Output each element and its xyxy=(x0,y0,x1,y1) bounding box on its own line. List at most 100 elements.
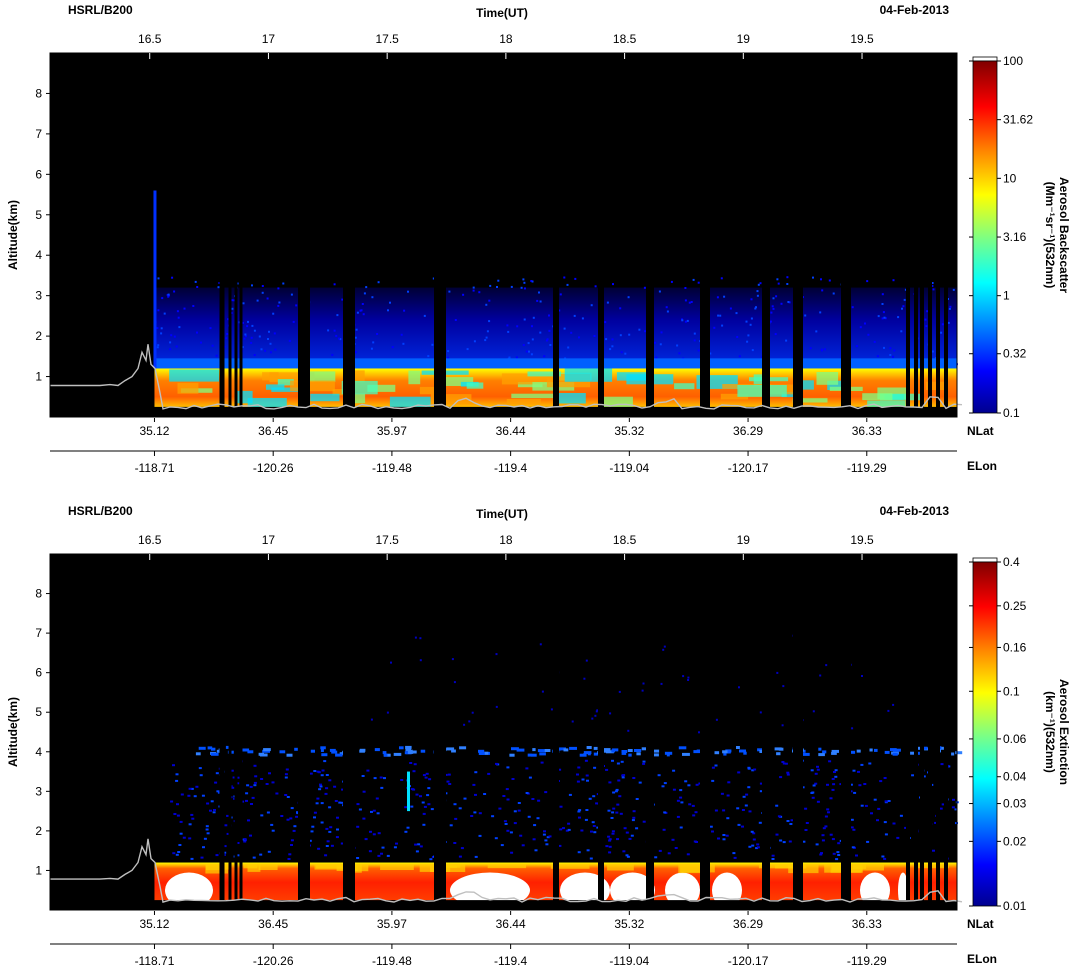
altitude-tick-label: 5 xyxy=(35,705,42,719)
extinction-speckle xyxy=(200,856,204,859)
extinction-speckle xyxy=(836,851,840,854)
extinction-speckle xyxy=(254,775,258,778)
time-tick-label: 18 xyxy=(499,32,513,46)
extinction-speckle xyxy=(592,825,596,827)
backscatter-speckle xyxy=(178,326,181,329)
extinction-speckle xyxy=(313,770,317,772)
extinction-speckle xyxy=(622,774,626,777)
backscatter-speckle xyxy=(676,344,679,347)
extinction-speckle xyxy=(733,856,737,859)
backscatter-speckle xyxy=(173,290,176,293)
backscatter-speckle xyxy=(339,338,342,341)
extinction-speckle xyxy=(779,839,783,842)
extinction-speckle xyxy=(759,782,763,785)
extinction-speckle xyxy=(661,785,665,788)
ground-mask xyxy=(50,406,957,417)
backscatter-speckle xyxy=(736,336,739,338)
extinction-speckle xyxy=(511,778,515,780)
upper-speckle xyxy=(390,661,392,664)
backscatter-speckle xyxy=(659,343,662,346)
data-gap-column xyxy=(906,554,910,910)
extinction-speckle xyxy=(201,794,205,797)
backscatter-speckle xyxy=(530,280,533,282)
altitude-tick-label: 7 xyxy=(35,127,42,141)
backscatter-speckle xyxy=(901,307,903,310)
backscatter-speckle xyxy=(341,298,344,301)
extinction-speckle xyxy=(578,809,582,812)
extinction-speckle xyxy=(711,779,715,782)
backscatter-speckle xyxy=(823,348,826,351)
backscatter-speckle xyxy=(931,282,934,284)
backscatter-speckle xyxy=(218,282,221,284)
elevated-layer-speck xyxy=(714,751,720,755)
layer-patch xyxy=(408,370,421,385)
upper-speckle xyxy=(887,709,890,712)
backscatter-speckle xyxy=(157,309,160,312)
longitude-tick-label: -119.48 xyxy=(372,461,412,475)
extinction-speckle xyxy=(855,854,858,857)
data-gap-column xyxy=(793,53,803,417)
upper-speckle xyxy=(609,712,612,715)
extinction-speckle xyxy=(506,798,510,801)
extinction-speckle xyxy=(205,828,209,831)
extinction-speckle xyxy=(267,850,271,853)
backscatter-speckle xyxy=(261,285,264,287)
extinction-speckle xyxy=(176,814,180,817)
backscatter-speckle xyxy=(510,285,513,288)
upper-speckle xyxy=(660,682,663,685)
layer-patch xyxy=(350,370,365,383)
extinction-speckle xyxy=(726,817,730,820)
elevated-layer-speck xyxy=(778,747,784,751)
extinction-speckle xyxy=(226,814,230,817)
backscatter-speckle xyxy=(864,322,866,325)
backscatter-speckle xyxy=(787,301,790,303)
backscatter-speckle xyxy=(427,355,430,358)
backscatter-speckle xyxy=(527,342,530,345)
data-gap-column xyxy=(598,554,604,910)
extinction-speckle xyxy=(736,807,740,810)
backscatter-speckle xyxy=(876,355,879,358)
elevated-layer-speck xyxy=(621,750,628,753)
extinction-speckle xyxy=(500,844,504,847)
extinction-speckle xyxy=(610,817,614,819)
extinction-speckle xyxy=(827,811,830,814)
extinction-speckle xyxy=(784,762,788,765)
backscatter-speckle xyxy=(448,290,451,293)
data-gap-column xyxy=(944,53,948,417)
extinction-speckle xyxy=(753,768,757,771)
extinction-speckle xyxy=(638,781,642,784)
extinction-speckle xyxy=(487,772,491,775)
layer-patch xyxy=(177,382,199,394)
backscatter-speckle xyxy=(431,343,434,346)
extinction-speckle xyxy=(428,778,432,781)
extinction-speckle xyxy=(404,830,408,833)
extinction-speckle xyxy=(491,815,495,818)
colorbar-tick-label: 0.04 xyxy=(1003,770,1027,784)
extinction-speckle xyxy=(203,837,207,840)
elevated-layer-speck xyxy=(478,749,485,753)
extinction-speckle xyxy=(822,827,826,830)
extinction-speckle xyxy=(544,791,548,794)
backscatter-speckle xyxy=(934,357,937,359)
extinction-speckle xyxy=(453,803,457,806)
elevated-layer-speck xyxy=(725,749,732,753)
elevated-layer-speck xyxy=(693,750,701,754)
latitude-axis-label: NLat xyxy=(967,917,994,931)
elevated-layer-speck xyxy=(262,749,270,753)
extinction-speckle xyxy=(320,821,324,824)
extinction-speckle xyxy=(321,769,325,772)
backscatter-speckle xyxy=(156,327,159,330)
extinction-speckle xyxy=(368,850,372,853)
extinction-speckle xyxy=(542,833,546,836)
backscatter-speckle xyxy=(250,341,253,344)
backscatter-speckle xyxy=(272,312,275,315)
extinction-speckle xyxy=(711,830,714,833)
extinction-speckle xyxy=(260,814,264,817)
extinction-speckle xyxy=(324,792,328,795)
elevated-layer-speck xyxy=(621,751,627,755)
backscatter-speckle xyxy=(242,321,244,324)
extinction-speckle xyxy=(315,802,319,805)
extinction-speckle xyxy=(611,830,615,833)
extinction-speckle xyxy=(725,834,729,837)
extinction-speckle xyxy=(679,796,683,799)
